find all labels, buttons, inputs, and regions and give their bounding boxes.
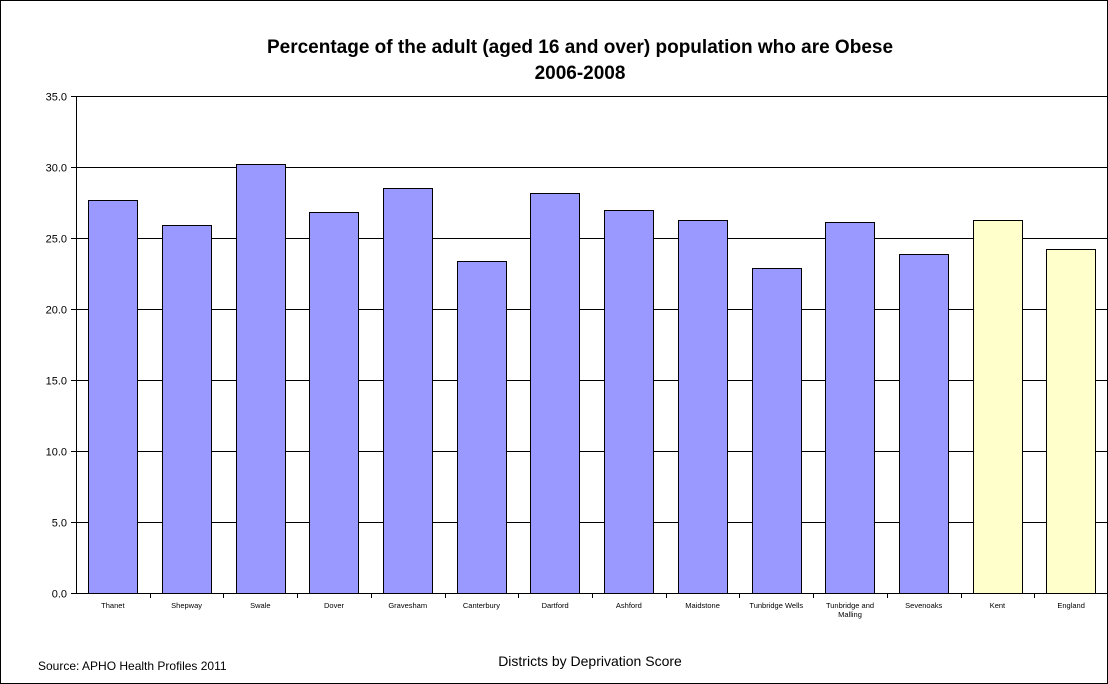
y-tick-label: 0.0 (52, 589, 67, 601)
axes (71, 96, 1108, 598)
tick-labels: 0.0 5.0 10.0 15.0 20.0 25.0 30.0 35.0 Thanet Shep… (46, 92, 1085, 620)
bars (88, 164, 1096, 594)
y-tick-label: 30.0 (46, 163, 67, 175)
y-tick-label: 25.0 (46, 234, 67, 246)
x-tick-label: England (1057, 601, 1085, 610)
bar-tunbridge-wells (752, 268, 802, 594)
x-tick-label: Maidstone (685, 601, 720, 610)
bar-england (1046, 249, 1096, 594)
bar-thanet (88, 200, 138, 594)
y-tick-label: 5.0 (52, 518, 67, 530)
x-tick-label: Tunbridge and Malling (826, 601, 874, 619)
x-tick-label: Dartford (542, 601, 569, 610)
bar-swale (236, 164, 286, 594)
x-tick-label: Swale (250, 601, 270, 610)
bar-kent (973, 220, 1023, 594)
x-tick-label: Canterbury (463, 601, 500, 610)
bar-shepway (162, 225, 212, 594)
bar-maidstone (678, 220, 728, 594)
y-tick-label: 10.0 (46, 447, 67, 459)
x-tick-label: Sevenoaks (905, 601, 942, 610)
bar-dartford (530, 193, 580, 594)
bar-sevenoaks (899, 254, 949, 594)
x-tick-label: Gravesham (388, 601, 427, 610)
y-tick-label: 15.0 (46, 376, 67, 388)
x-tick-label: Tunbridge Wells (749, 601, 803, 610)
chart-title: Percentage of the adult (aged 16 and ove… (267, 37, 893, 58)
x-tick-label: Dover (324, 601, 345, 610)
source-note: Source: APHO Health Profiles 2011 (38, 659, 227, 673)
bar-dover (309, 212, 359, 594)
bar-tunbridge-and-malling (825, 222, 875, 594)
bar-gravesham (383, 188, 433, 594)
chart-subtitle: 2006-2008 (535, 63, 626, 84)
bar-ashford (604, 210, 654, 594)
y-tick-label: 20.0 (46, 305, 67, 317)
x-tick-label: Thanet (101, 601, 125, 610)
x-tick-label: Ashford (616, 601, 642, 610)
x-axis-label: Districts by Deprivation Score (498, 653, 682, 669)
x-tick-label: Shepway (171, 601, 202, 610)
y-tick-label: 35.0 (46, 92, 67, 104)
x-tick-label: Kent (990, 601, 1006, 610)
bar-canterbury (457, 261, 507, 594)
